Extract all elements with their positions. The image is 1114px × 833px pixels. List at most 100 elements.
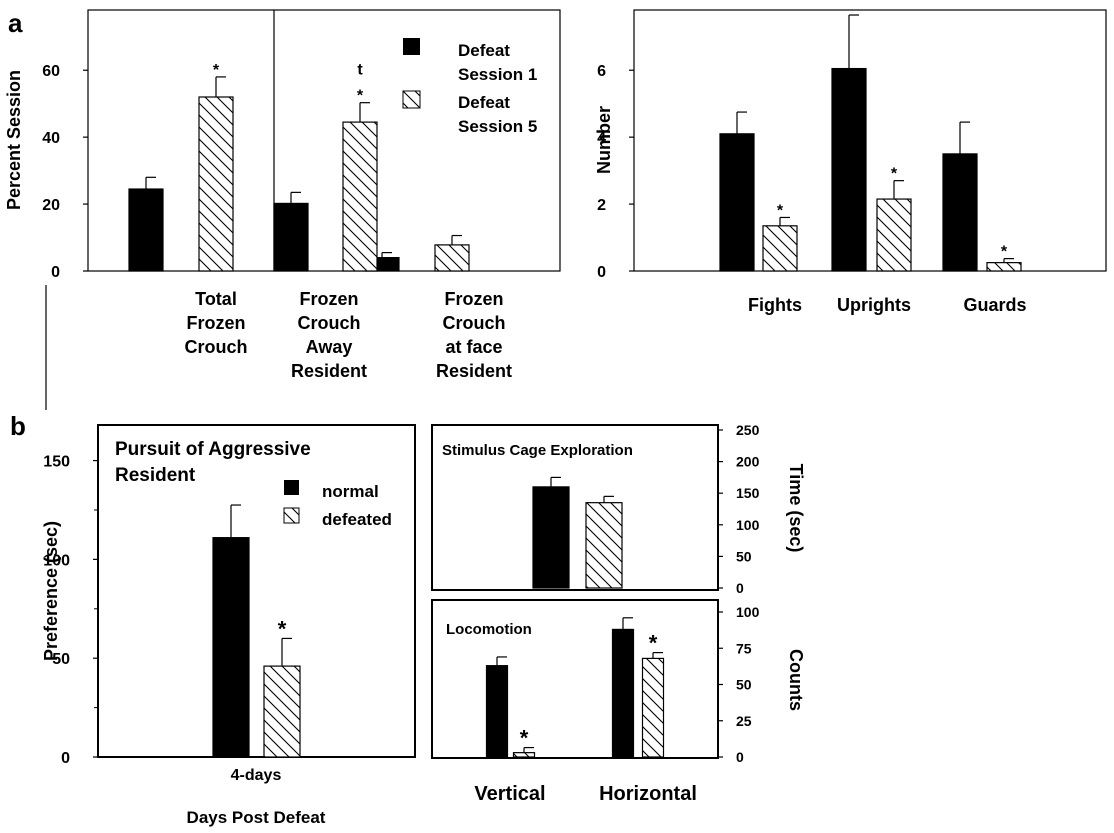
a-left-category-2-line-0: Frozen: [444, 289, 503, 309]
a-right-bar-s0-c0: [719, 133, 755, 272]
b-left-xlabel: Days Post Defeat: [187, 808, 326, 827]
a-left-category-1-line-0: Frozen: [299, 289, 358, 309]
a-right-category-1-line-0: Uprights: [837, 295, 911, 315]
a-right-ytick-label-3: 6: [597, 63, 606, 80]
a-left-ytick-label-2: 40: [42, 130, 60, 147]
chart-a-right-frame: [633, 9, 1107, 272]
a-left-ytick-label-0: 0: [51, 264, 60, 281]
legend-b-swatch-defeated: [283, 507, 300, 524]
b-right-top-ytick-label-0: 0: [736, 580, 744, 596]
a-left-category-0-line-2: Crouch: [185, 337, 248, 357]
b-right-bottom-ylabel: Counts: [786, 649, 806, 711]
a-left-category-2-line-1: Crouch: [443, 313, 506, 333]
b-left-ytick-label-0: 0: [61, 750, 70, 767]
chart-b-right-bottom-frame: [431, 599, 719, 759]
b-right-top-ytick-label-5: 250: [736, 422, 760, 438]
a-right-ytick-label-2: 4: [597, 130, 606, 147]
a-left-ylabel: Percent Session: [4, 70, 24, 210]
b-left-title-line-0: Pursuit of Aggressive: [115, 439, 311, 460]
a-left-category-2-line-3: Resident: [436, 361, 512, 381]
b-left-category-0-line-0: 4-days: [231, 767, 282, 784]
b-right-bottom-ytick-label-4: 100: [736, 604, 760, 620]
b-right-top-ytick-label-1: 50: [736, 548, 752, 564]
legend-b-swatch-normal: [284, 480, 299, 495]
b-right-top-ytick-label-2: 100: [736, 517, 760, 533]
legend-b-label-normal: normal: [322, 482, 379, 501]
a-left-category-0-line-1: Frozen: [186, 313, 245, 333]
chart-b-right-top-frame: [431, 424, 719, 591]
b-right-top-ytick-label-4: 200: [736, 454, 760, 470]
b-right-top-bar-s1-c0: [585, 502, 623, 589]
b-right-bottom-ytick-label-3: 75: [736, 640, 752, 656]
b-left-ytick-label-1: 50: [52, 651, 70, 668]
b-right-bottom-annotation-0-0: *: [520, 726, 529, 751]
b-right-bottom-ytick-label-2: 50: [736, 677, 752, 693]
chart-b-right-top: 0 50 100 150 200 250 Time (sec) Stimulus Cage E…: [431, 422, 806, 596]
legend-a-label-2-line-1: Defeat: [458, 93, 510, 112]
a-left-ytick-label-3: 60: [42, 63, 60, 80]
legend-a-label-1-line-2: Session 1: [458, 65, 537, 84]
legend-a-swatch-session-5: [402, 90, 421, 109]
chart-a-left-frame: [87, 9, 561, 272]
b-left-annotation-0-0: *: [278, 616, 287, 641]
legend-a: Defeat Session 1 Defeat Session 5: [402, 38, 537, 136]
a-right-bar-s0-c2: [942, 153, 978, 272]
a-left-bar-s0-c0: [128, 188, 164, 272]
b-left-ytick-label-2: 100: [43, 552, 70, 569]
a-left-ytick-label-1: 20: [42, 197, 60, 214]
a-left-annotation-1-0: t: [357, 62, 363, 79]
b-right-bottom-ytick-label-0: 0: [736, 749, 744, 765]
a-left-annotation-1-1: *: [357, 88, 364, 105]
legend-b-label-defeated: defeated: [322, 510, 392, 529]
b-right-bottom-title: Locomotion: [446, 621, 532, 638]
a-left-category-1-line-1: Crouch: [298, 313, 361, 333]
b-right-bottom-bar-s1-c1: [641, 657, 665, 758]
a-left-bar-s1-c2: [434, 244, 470, 272]
chart-b-left-frame: [97, 424, 416, 758]
a-right-bar-s1-c0: [762, 225, 798, 272]
b-right-top-ylabel: Time (sec): [786, 464, 806, 553]
a-right-bar-s1-c1: [876, 198, 912, 272]
chart-b-left: 0 50 100 150 Preference (sec) * 4-days Days Pos…: [41, 424, 416, 827]
a-right-annotation-2-0: *: [1001, 244, 1008, 261]
a-left-category-1-line-2: Away: [306, 337, 353, 357]
b-left-bar-s1-c0: [263, 665, 301, 758]
b-right-bottom-category-1-line-0: Horizontal: [599, 783, 697, 805]
b-left-title-line-1: Resident: [115, 465, 196, 486]
b-right-bottom-annotation-1-0: *: [649, 631, 658, 656]
b-left-bar-s0-c0: [212, 537, 250, 758]
a-right-annotation-0-0: *: [777, 202, 784, 219]
legend-a-swatch-session-1: [403, 38, 420, 55]
b-right-top-title: Stimulus Cage Exploration: [442, 442, 633, 459]
a-left-bar-s0-c1: [273, 202, 309, 272]
a-right-category-0-line-0: Fights: [748, 295, 802, 315]
a-right-annotation-1-0: *: [891, 166, 898, 183]
b-right-top-bar-s0-c0: [532, 486, 570, 589]
b-left-ytick-label-3: 150: [43, 454, 70, 471]
chart-a-left: 0 20 40 60 Percent Session * * t Total Frozen Crou…: [4, 9, 561, 410]
a-left-category-0-line-0: Total: [195, 289, 237, 309]
a-right-ylabel: Number: [594, 106, 614, 174]
a-right-bar-s0-c1: [831, 67, 867, 272]
b-left-ylabel: Preference (sec): [41, 521, 61, 661]
a-right-bar-s1-c2: [986, 262, 1022, 272]
a-right-ytick-label-1: 2: [597, 197, 606, 214]
a-left-category-2-line-2: at face: [445, 337, 502, 357]
b-right-bottom-ytick-label-1: 25: [736, 713, 752, 729]
panel-label-a: a: [8, 8, 23, 38]
a-left-bar-s1-c1: [342, 121, 378, 272]
legend-a-label-2-line-2: Session 5: [458, 117, 537, 136]
b-right-bottom-bar-s1-c0: [512, 752, 536, 758]
b-right-bottom-bar-s0-c1: [611, 628, 635, 758]
legend-b: normal defeated: [283, 480, 392, 529]
legend-a-label-1-line-1: Defeat: [458, 41, 510, 60]
chart-b-right-bottom: 0 25 50 75 100 Counts * * Vertical Horizontal Loco…: [431, 599, 806, 805]
b-right-bottom-bar-s0-c0: [485, 665, 509, 758]
a-left-bar-s1-c0: [198, 96, 234, 272]
a-left-category-1-line-3: Resident: [291, 361, 367, 381]
a-left-annotation-0-0: *: [213, 62, 220, 79]
a-right-category-2-line-0: Guards: [963, 295, 1026, 315]
b-right-bottom-category-0-line-0: Vertical: [474, 783, 545, 805]
chart-a-right: 0 2 4 6 Number * * * Fights Uprights Guards: [594, 9, 1107, 315]
